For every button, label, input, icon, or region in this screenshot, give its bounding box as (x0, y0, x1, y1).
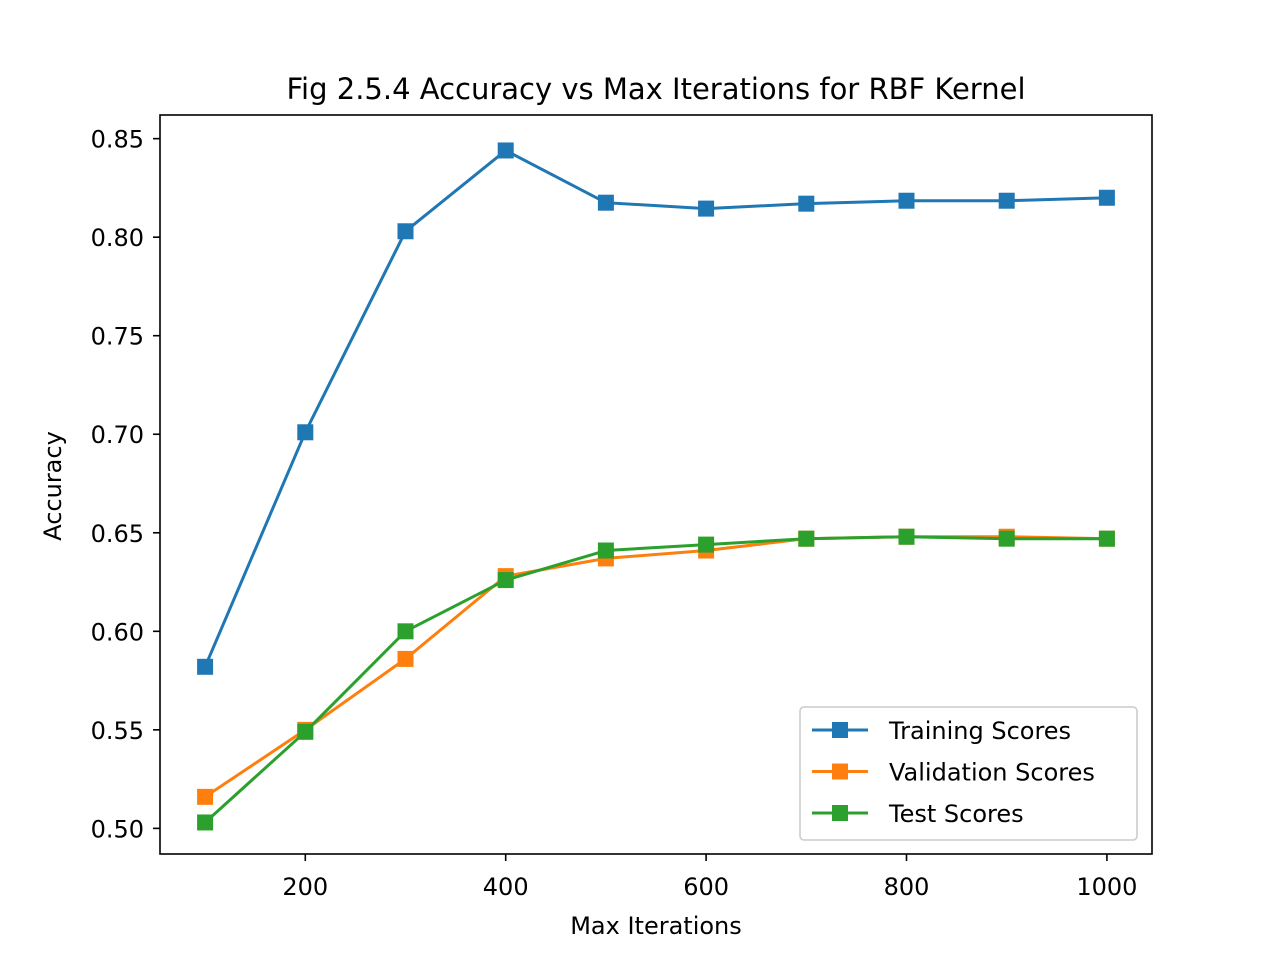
training-scores-point (998, 192, 1015, 209)
legend-marker-swatch (832, 722, 848, 738)
x-tick-label: 800 (884, 873, 930, 901)
y-tick-label: 0.60 (91, 618, 144, 646)
legend-label: Test Scores (888, 800, 1024, 828)
x-tick-label: 600 (683, 873, 729, 901)
y-tick-label: 0.50 (91, 815, 144, 843)
training-scores-point (1098, 189, 1115, 206)
legend-box (799, 706, 1138, 841)
x-axis-label: Max Iterations (570, 912, 742, 940)
y-tick-label: 0.70 (91, 421, 144, 449)
plot-frame (159, 114, 1153, 855)
legend-item-training-scores: Training Scores (812, 717, 1071, 745)
training-scores-line (203, 148, 1109, 669)
test-scores-point (998, 530, 1015, 547)
training-scores-point (798, 195, 815, 212)
test-scores-point (297, 723, 314, 740)
y-tick-label: 0.80 (91, 224, 144, 252)
y-axis-label: Accuracy (39, 431, 67, 541)
legend-item-validation-scores: Validation Scores (812, 759, 1095, 787)
legend-label: Training Scores (888, 717, 1071, 745)
test-scores-point (597, 542, 614, 559)
y-tick-label: 0.85 (91, 126, 144, 154)
test-scores-point (698, 536, 715, 553)
training-scores-point (898, 192, 915, 209)
legend-item-test-scores: Test Scores (812, 800, 1024, 828)
y-tick-label: 0.65 (91, 520, 144, 548)
legend-marker-swatch (832, 763, 848, 780)
legend: Training Scores Validation Scores Test Sco… (799, 706, 1138, 841)
chart-title: Fig 2.5.4 Accuracy vs Max Iterations for… (286, 72, 1025, 106)
test-scores-point (798, 530, 815, 547)
validation-scores-point (397, 650, 414, 667)
test-scores-point (397, 623, 414, 640)
training-scores-point (497, 142, 514, 159)
x-tick-label: 200 (282, 873, 328, 901)
test-scores-point (197, 814, 214, 831)
x-tick-label: 1000 (1076, 873, 1137, 901)
training-scores-point (397, 223, 414, 240)
validation-scores-point (197, 788, 214, 805)
test-scores-point (497, 572, 514, 589)
y-tick-label: 0.55 (91, 717, 144, 745)
plot-marks (197, 142, 1115, 831)
test-scores-point (898, 528, 915, 545)
training-scores-point (197, 658, 214, 675)
legend-label: Validation Scores (889, 759, 1095, 787)
legend-marker-swatch (832, 805, 848, 821)
test-scores-point (1098, 530, 1115, 547)
test-scores-line (202, 535, 1109, 825)
y-tick-label: 0.75 (91, 323, 144, 351)
training-scores-point (597, 194, 614, 211)
x-tick-label: 400 (483, 873, 529, 901)
y-axis-ticks: 0.50 0.55 0.60 0.65 0.70 0.75 0.80 0.85 (91, 126, 160, 843)
training-scores-point (297, 424, 314, 441)
training-scores-point (698, 200, 715, 217)
x-axis-ticks: 200 400 600 800 1000 (282, 854, 1137, 901)
